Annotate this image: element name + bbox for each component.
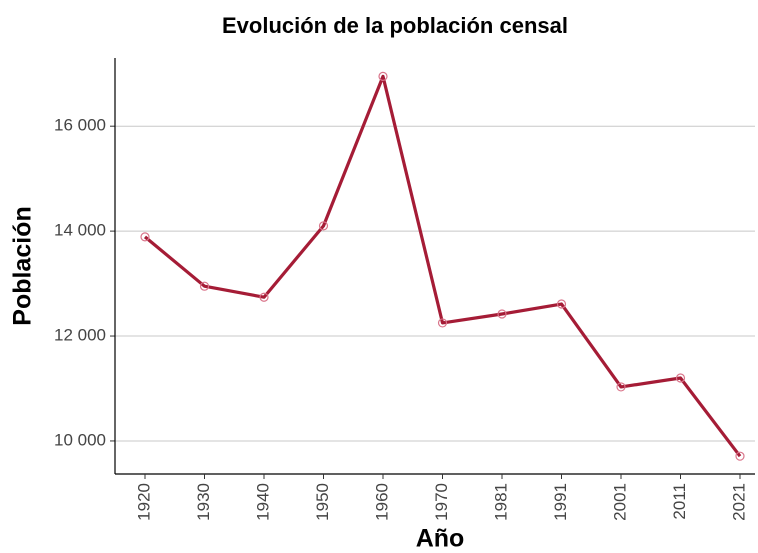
point <box>259 292 269 302</box>
x-axis-title: Año <box>416 525 465 553</box>
x-tick-label: 2021 <box>729 483 748 521</box>
point <box>140 232 150 242</box>
point <box>735 451 745 461</box>
x-tick-label: 1930 <box>194 483 213 521</box>
x-tick-label: 1950 <box>313 483 332 521</box>
y-axis-title: Población <box>9 206 37 325</box>
point <box>616 382 626 392</box>
point <box>437 318 448 328</box>
point <box>378 71 388 81</box>
x-tick-label: 1981 <box>491 483 510 521</box>
y-tick-label: 10 000 <box>54 430 106 449</box>
point <box>675 373 686 383</box>
line <box>143 74 742 458</box>
point <box>556 299 567 309</box>
x-tick-label: 1960 <box>372 483 391 521</box>
point <box>199 281 210 291</box>
x-tick-label: 2011 <box>670 483 689 520</box>
x-tick-label: 1940 <box>253 483 272 521</box>
y-tick-label: 12 000 <box>54 326 106 345</box>
chart-title: Evolución de la población censal <box>222 13 568 38</box>
x-tick-label: 1920 <box>134 483 153 521</box>
y-tick-label: 16 000 <box>54 116 106 135</box>
point <box>497 309 507 319</box>
point <box>318 221 329 231</box>
x-tick-label: 2001 <box>610 483 629 521</box>
x-tick-label: 1970 <box>432 483 451 521</box>
x-tick-label: 1991 <box>551 483 570 521</box>
y-tick-label: 14 000 <box>54 221 106 240</box>
